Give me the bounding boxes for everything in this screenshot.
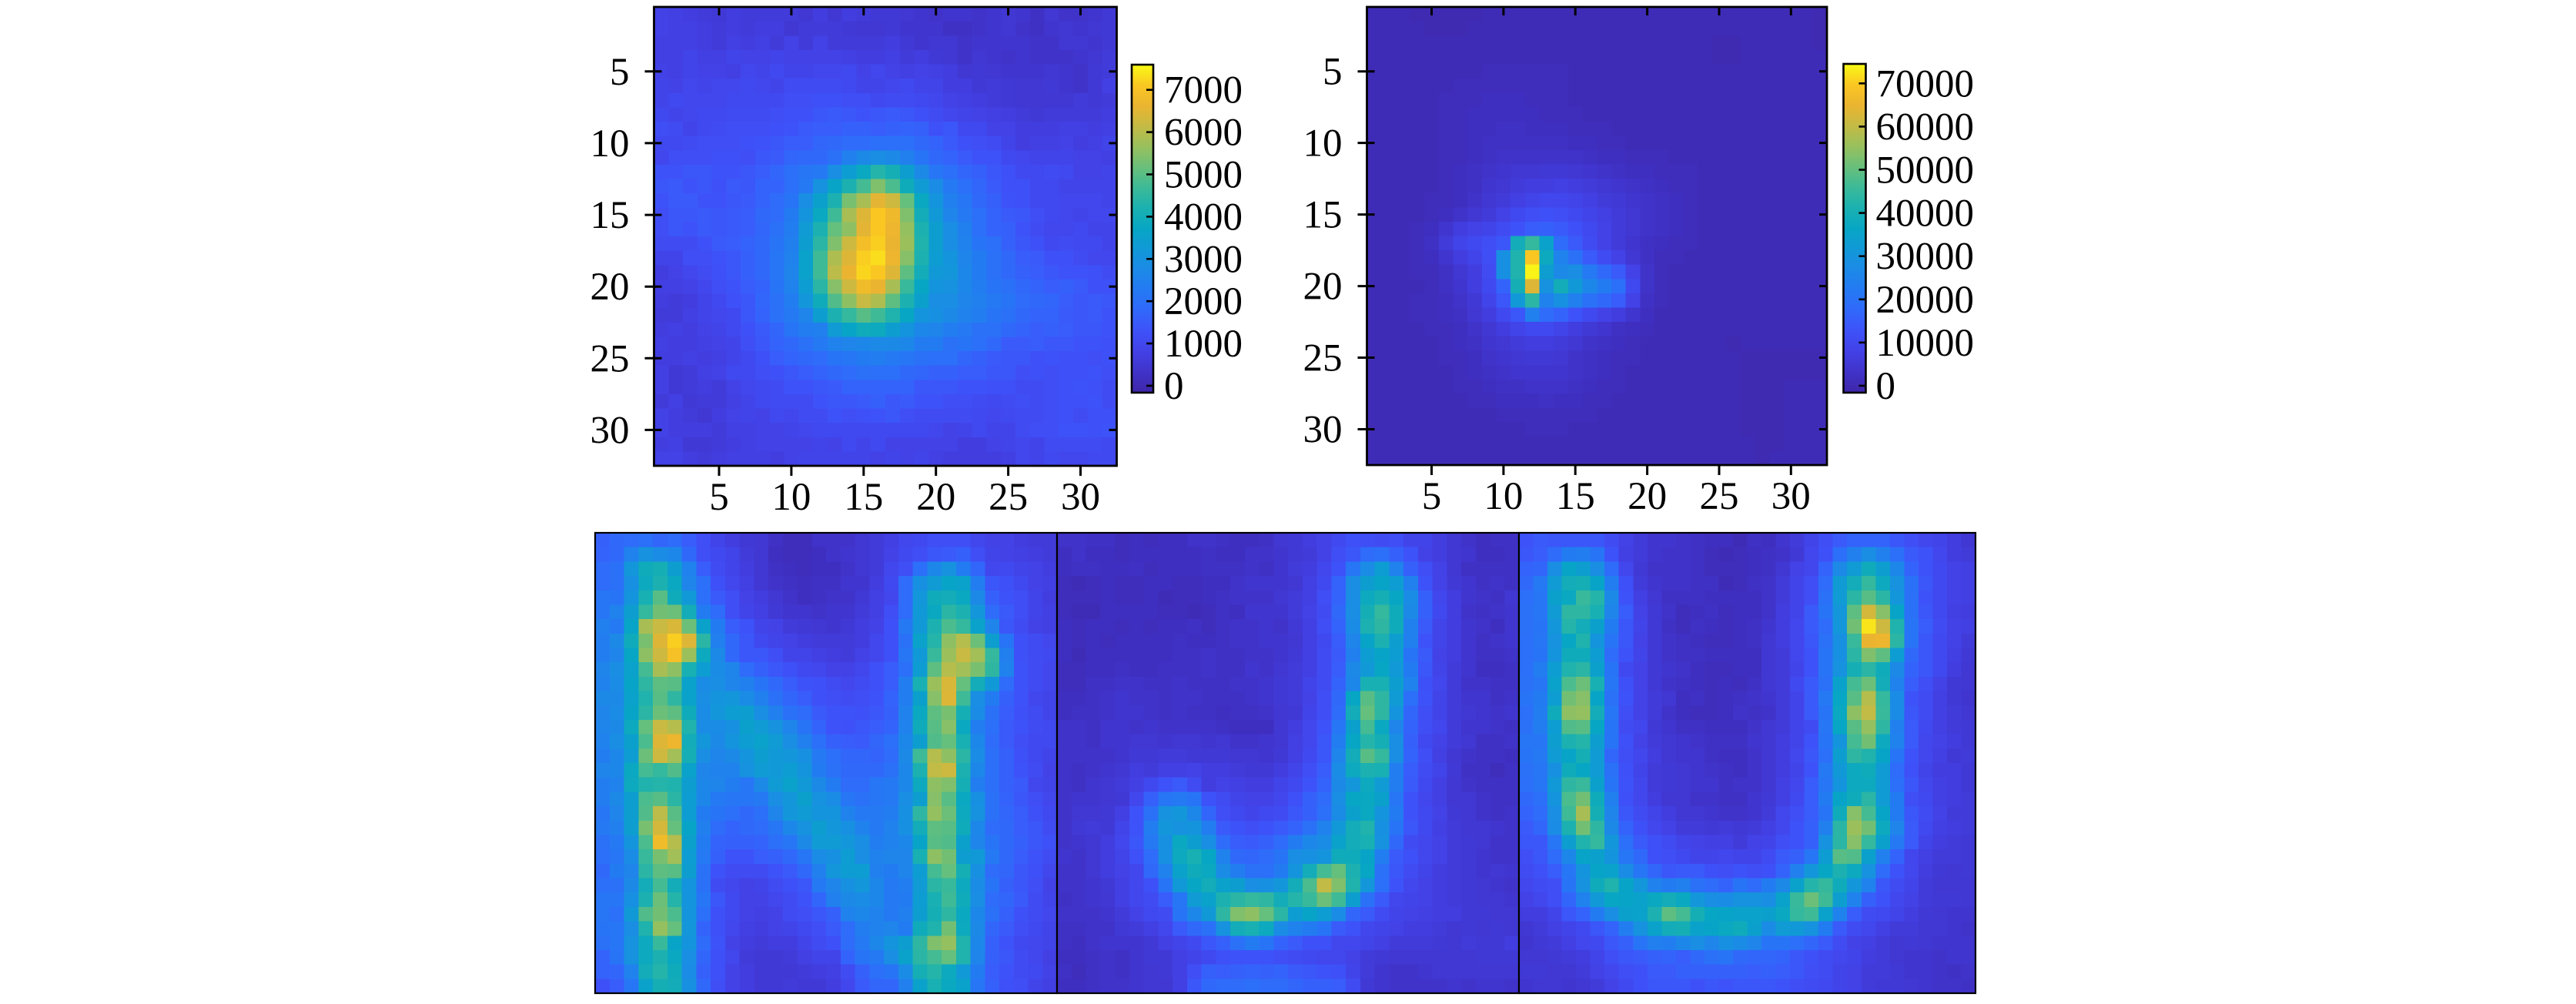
svg-text:15: 15 (1556, 475, 1595, 518)
svg-text:0: 0 (1876, 365, 1896, 408)
svg-text:5: 5 (1323, 51, 1343, 94)
svg-text:40000: 40000 (1876, 192, 1975, 236)
svg-text:10000: 10000 (1876, 322, 1975, 365)
svg-text:30: 30 (1061, 476, 1100, 519)
svg-text:25: 25 (1303, 337, 1343, 380)
svg-text:30000: 30000 (1876, 236, 1975, 279)
svg-text:0: 0 (1164, 365, 1184, 408)
svg-text:25: 25 (590, 337, 630, 380)
svg-text:5: 5 (1422, 475, 1442, 518)
svg-text:30: 30 (1771, 475, 1811, 518)
svg-text:30: 30 (590, 409, 630, 452)
svg-text:15: 15 (1303, 194, 1343, 237)
svg-text:10: 10 (590, 122, 630, 166)
svg-text:3000: 3000 (1164, 238, 1243, 281)
svg-text:25: 25 (989, 476, 1028, 519)
svg-text:6000: 6000 (1164, 112, 1243, 155)
svg-text:70000: 70000 (1876, 62, 1975, 105)
svg-text:20: 20 (1628, 475, 1667, 518)
svg-text:15: 15 (844, 476, 883, 519)
svg-text:10: 10 (1303, 122, 1343, 166)
svg-text:7000: 7000 (1164, 69, 1243, 112)
svg-text:5: 5 (709, 476, 729, 519)
svg-text:1000: 1000 (1164, 323, 1243, 366)
svg-text:20000: 20000 (1876, 279, 1975, 322)
svg-text:5: 5 (610, 51, 630, 94)
svg-text:60000: 60000 (1876, 105, 1975, 149)
svg-text:50000: 50000 (1876, 149, 1975, 192)
svg-text:15: 15 (590, 194, 630, 237)
svg-text:20: 20 (1303, 266, 1343, 309)
svg-text:20: 20 (916, 476, 955, 519)
svg-text:5000: 5000 (1164, 154, 1243, 197)
svg-text:25: 25 (1700, 475, 1739, 518)
svg-text:2000: 2000 (1164, 280, 1243, 323)
svg-text:4000: 4000 (1164, 196, 1243, 239)
svg-text:10: 10 (771, 476, 811, 519)
svg-text:20: 20 (590, 266, 630, 309)
svg-text:10: 10 (1484, 475, 1523, 518)
svg-text:30: 30 (1303, 409, 1343, 452)
